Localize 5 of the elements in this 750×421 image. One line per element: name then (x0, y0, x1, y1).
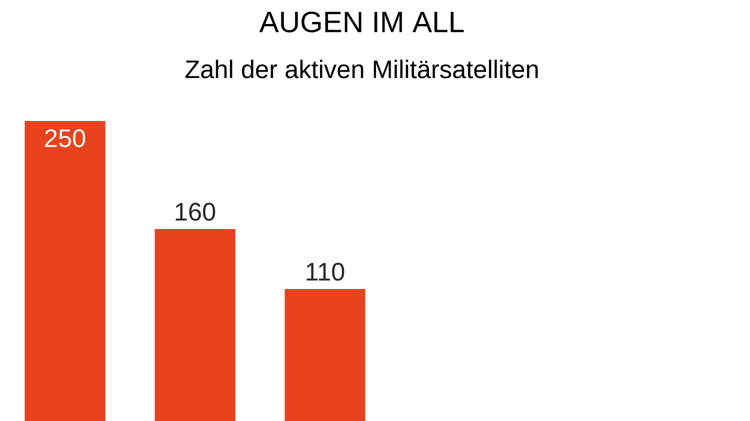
chart-subtitle: Zahl der aktiven Militärsatelliten (185, 60, 538, 78)
data-label: 250 (45, 129, 86, 148)
data-label: 160 (176, 202, 216, 221)
chart-title: AUGEN IM ALL (259, 12, 464, 32)
data-label: 110 (306, 262, 344, 281)
